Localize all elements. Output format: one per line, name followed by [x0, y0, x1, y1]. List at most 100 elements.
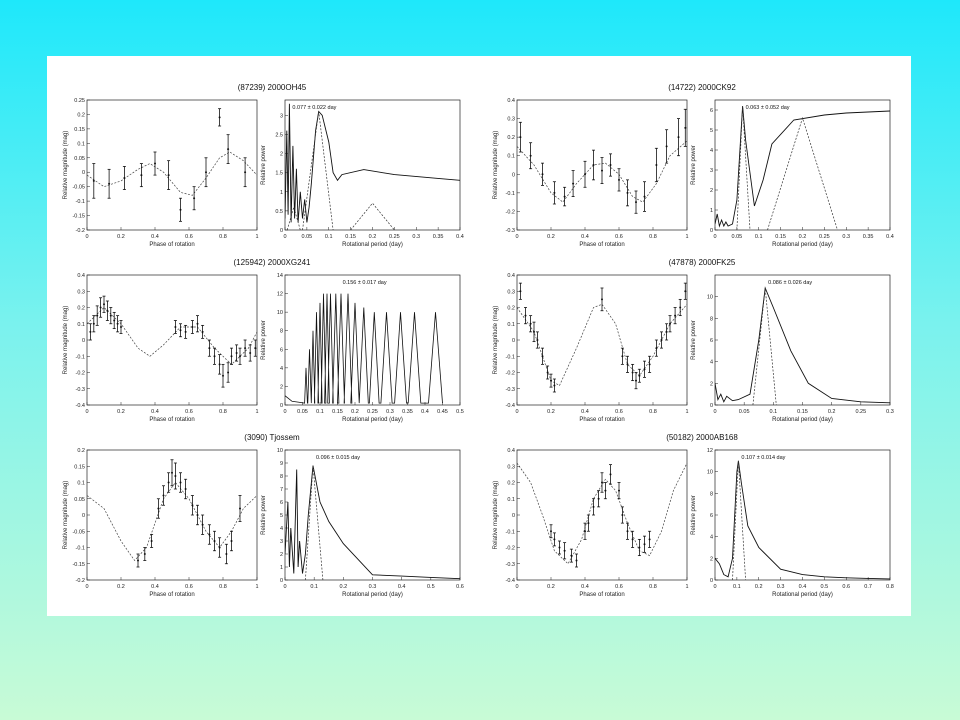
y-tick-label: 0 — [710, 578, 713, 584]
data-point — [201, 330, 204, 333]
data-point — [137, 559, 139, 562]
y-tick-label: 0.3 — [507, 464, 515, 470]
fit-curve — [516, 140, 688, 203]
periodogram-lines — [715, 105, 890, 230]
x-tick-label: 0.6 — [185, 234, 193, 240]
y-tick-label: 12 — [707, 448, 713, 454]
y-tick-label: 2 — [710, 556, 713, 562]
data-point — [179, 481, 182, 484]
y-tick-label: -0.2 — [76, 371, 85, 377]
x-tick-label: 0.8 — [219, 234, 227, 240]
data-point — [597, 497, 600, 500]
x-tick-label: 0.6 — [615, 409, 623, 415]
data-point — [196, 322, 199, 325]
data-point — [167, 174, 170, 177]
data-point — [553, 538, 556, 541]
x-tick-label: 0.3 — [777, 584, 785, 590]
y-tick-label: 0.3 — [77, 289, 85, 295]
plot-frame — [714, 99, 891, 231]
data-point — [99, 306, 102, 309]
x-tick-label: 0.2 — [351, 409, 359, 415]
data-point — [592, 164, 595, 166]
y-tick-label: 0 — [280, 228, 283, 234]
x-tick-label: 0.2 — [117, 584, 125, 590]
data-point — [541, 173, 544, 176]
y-tick-label: -0.4 — [506, 403, 515, 409]
x-tick-label: 0.4 — [886, 234, 894, 240]
panel-10: 0 0.1 0.2 0.3 0.4 0.5 0.6 0 1 2 3 4 5 6 7 8 9 10 Rotationa… — [261, 448, 464, 598]
plot-frame — [86, 99, 258, 231]
x-tick-label: 0.25 — [855, 409, 866, 415]
power-line — [715, 460, 890, 580]
y-tick-label: -0.05 — [72, 185, 85, 191]
data-point — [196, 514, 199, 516]
data-point — [601, 481, 603, 484]
y-tick-label: 3 — [710, 168, 713, 174]
panel-2: 0 0.05 0.1 0.15 0.2 0.25 0.3 0.35 0.4 0 0.5 1 1.5 2 2.… — [261, 99, 464, 248]
x-tick-label: 0.05 — [302, 234, 313, 240]
data-point — [621, 514, 624, 516]
data-point — [563, 549, 566, 552]
data-point — [601, 298, 603, 301]
x-tick-label: 0 — [713, 234, 716, 240]
y-tick-label: 0.25 — [74, 98, 85, 104]
periodogram-lines — [715, 286, 890, 405]
data-point — [665, 145, 668, 148]
y-tick-label: -0.3 — [506, 387, 515, 393]
y-tick-label: -0.15 — [72, 562, 85, 568]
panel-12: 0 0.1 0.2 0.3 0.4 0.5 0.6 0.7 0.8 0 2 4 6 8 10 12 Rotati… — [691, 448, 894, 598]
panel-4: 0 0.05 0.1 0.15 0.2 0.25 0.3 0.35 0.4 0 1 2 3 4 5 6 Rota… — [691, 99, 894, 248]
periodogram-lines — [715, 460, 890, 580]
data-point — [546, 371, 549, 374]
x-tick-label: 0.35 — [433, 234, 444, 240]
x-tick-label: 0.25 — [389, 234, 400, 240]
data-point — [669, 322, 671, 325]
x-tick-label: 1 — [685, 409, 688, 415]
y-tick-label: -0.3 — [506, 562, 515, 568]
x-tick-label: 0.4 — [581, 409, 589, 415]
data-point — [230, 355, 233, 358]
y-tick-label: 0 — [82, 338, 85, 344]
y-tick-label: 4 — [710, 148, 713, 154]
y-tick-label: 4 — [280, 366, 283, 372]
y-tick-label: 0 — [710, 403, 713, 409]
x-tick-label: 0.35 — [863, 234, 874, 240]
data-point — [643, 195, 646, 198]
x-tick-label: 0.3 — [386, 409, 394, 415]
y-axis-label: Relative power — [691, 495, 697, 535]
x-tick-label: 0.2 — [799, 234, 807, 240]
data-point — [213, 540, 216, 542]
y-tick-label: -0.2 — [506, 371, 515, 377]
x-tick-label: 0.15 — [797, 409, 808, 415]
y-tick-label: 10 — [277, 448, 283, 454]
y-tick-label: 1 — [280, 190, 283, 196]
y-tick-label: -0.2 — [76, 578, 85, 584]
panel-7: 0 0.2 0.4 0.6 0.8 1 -0.4 -0.3 -0.2 -0.1 0 0.1 0.2 0.3… — [493, 273, 689, 423]
x-tick-label: 0.2 — [369, 234, 377, 240]
data-point — [205, 171, 207, 174]
x-tick-label: 0.1 — [325, 234, 333, 240]
x-tick-label: 0 — [283, 584, 286, 590]
x-tick-label: 0 — [283, 409, 286, 415]
y-axis-label: Relative power — [261, 145, 267, 185]
y-tick-label: -0.1 — [76, 546, 85, 552]
y-tick-label: 10 — [277, 310, 283, 316]
x-tick-label: 0.4 — [151, 409, 159, 415]
data-point — [626, 530, 629, 533]
y-axis-label: Relative magnitude (mag) — [63, 481, 69, 550]
data-point — [587, 522, 590, 525]
x-tick-label: 1 — [255, 409, 258, 415]
data-point — [116, 322, 119, 325]
data-point — [550, 379, 552, 382]
x-tick-label: 0.25 — [367, 409, 378, 415]
x-axis-label: Phase of rotation — [149, 242, 194, 248]
data-point — [227, 371, 230, 374]
data-point — [143, 553, 146, 555]
x-tick-label: 0.7 — [864, 584, 872, 590]
y-tick-label: 6 — [710, 338, 713, 344]
panel-8: 0 0.05 0.1 0.15 0.2 0.25 0.3 0 2 4 6 8 10 Rotational … — [691, 274, 894, 423]
y-tick-label: 2 — [710, 188, 713, 194]
y-tick-label: 0.4 — [507, 273, 515, 279]
y-tick-label: 0 — [710, 228, 713, 234]
data-point — [643, 368, 646, 371]
